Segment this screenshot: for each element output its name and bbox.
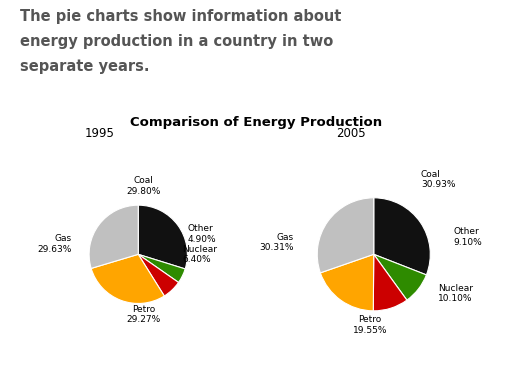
- Text: Coal
30.93%: Coal 30.93%: [421, 170, 455, 190]
- Wedge shape: [321, 254, 374, 311]
- Text: separate years.: separate years.: [20, 59, 150, 74]
- Wedge shape: [374, 198, 430, 275]
- Wedge shape: [374, 254, 426, 300]
- Wedge shape: [317, 198, 374, 273]
- Text: 2005: 2005: [336, 127, 366, 140]
- Wedge shape: [138, 205, 187, 269]
- Text: Nuclear
10.10%: Nuclear 10.10%: [438, 284, 473, 303]
- Text: Comparison of Energy Production: Comparison of Energy Production: [130, 116, 382, 129]
- Text: Nuclear
6.40%: Nuclear 6.40%: [183, 245, 218, 264]
- Wedge shape: [89, 205, 138, 269]
- Text: The pie charts show information about: The pie charts show information about: [20, 9, 342, 24]
- Text: Gas
30.31%: Gas 30.31%: [259, 233, 294, 252]
- Text: Coal
29.80%: Coal 29.80%: [126, 177, 161, 196]
- Text: Petro
19.55%: Petro 19.55%: [353, 315, 387, 335]
- Wedge shape: [138, 254, 179, 296]
- Text: Other
4.90%: Other 4.90%: [187, 224, 216, 243]
- Text: 1995: 1995: [85, 127, 115, 140]
- Text: energy production in a country in two: energy production in a country in two: [20, 34, 334, 49]
- Text: Petro
29.27%: Petro 29.27%: [126, 305, 161, 324]
- Text: Gas
29.63%: Gas 29.63%: [37, 234, 71, 254]
- Text: Other
9.10%: Other 9.10%: [454, 227, 483, 247]
- Wedge shape: [138, 254, 185, 282]
- Wedge shape: [91, 254, 164, 303]
- Wedge shape: [373, 254, 407, 311]
